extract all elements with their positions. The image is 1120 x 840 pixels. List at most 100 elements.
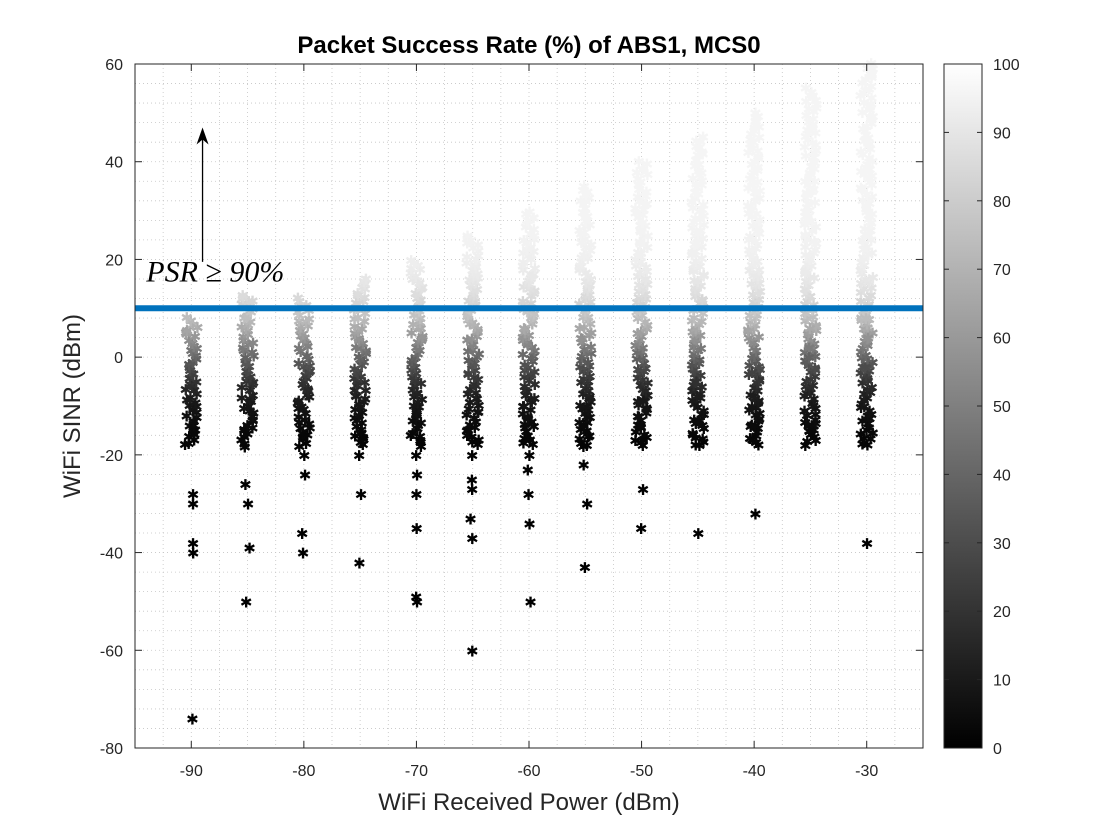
- data-point: ✱: [576, 334, 589, 352]
- data-point: ✱: [413, 319, 426, 337]
- data-point: ✱: [410, 520, 423, 538]
- data-point: ✱: [636, 344, 649, 362]
- data-point: ✱: [583, 190, 596, 208]
- data-point: ✱: [189, 347, 202, 365]
- data-point: ✱: [584, 216, 597, 234]
- data-point: ✱: [632, 335, 645, 353]
- data-point: ✱: [184, 312, 197, 330]
- data-point: ✱: [301, 348, 314, 366]
- data-point: ✱: [414, 432, 427, 450]
- data-point: ✱: [523, 280, 536, 298]
- data-point: ✱: [411, 290, 424, 308]
- data-point: ✱: [462, 343, 475, 361]
- data-point: ✱: [348, 318, 361, 336]
- data-point: ✱: [355, 424, 368, 442]
- data-point: ✱: [518, 398, 531, 416]
- data-point: ✱: [577, 309, 590, 327]
- data-point: ✱: [582, 373, 595, 391]
- data-point: ✱: [292, 408, 305, 426]
- data-point: ✱: [468, 369, 481, 387]
- data-point: ✱: [408, 388, 421, 406]
- data-point: ✱: [470, 390, 483, 408]
- data-point: ✱: [298, 329, 311, 347]
- data-point: ✱: [583, 390, 596, 408]
- y-tick-label: -40: [100, 546, 123, 563]
- data-point: ✱: [693, 437, 706, 455]
- data-point: ✱: [629, 432, 642, 450]
- data-point: ✱: [634, 419, 647, 437]
- data-point: ✱: [580, 212, 593, 230]
- data-point: ✱: [581, 250, 594, 268]
- data-point: ✱: [520, 423, 533, 441]
- data-point: ✱: [355, 340, 368, 358]
- data-point: ✱: [633, 277, 646, 295]
- data-point: ✱: [461, 332, 474, 350]
- data-point: ✱: [579, 231, 592, 249]
- data-point: ✱: [527, 209, 540, 227]
- data-point: ✱: [348, 310, 361, 328]
- data-point: ✱: [294, 420, 307, 438]
- data-point: ✱: [471, 321, 484, 339]
- data-point: ✱: [522, 275, 535, 293]
- data-point: ✱: [241, 417, 254, 435]
- data-point: ✱: [749, 104, 762, 122]
- data-point: ✱: [522, 428, 535, 446]
- data-point: ✱: [525, 366, 538, 384]
- data-point: ✱: [410, 405, 423, 423]
- data-point: ✱: [584, 271, 597, 289]
- data-point: ✱: [520, 234, 533, 252]
- data-point: ✱: [239, 476, 252, 494]
- data-point: ✱: [522, 486, 535, 504]
- data-point: ✱: [180, 324, 193, 342]
- colorbar-tick-label: 30: [993, 536, 1011, 553]
- data-point: ✱: [527, 209, 540, 227]
- data-point: ✱: [578, 341, 591, 359]
- data-point: ✱: [295, 327, 308, 345]
- data-point: ✱: [410, 403, 423, 421]
- data-point: ✱: [185, 342, 198, 360]
- data-point: ✱: [525, 287, 538, 305]
- data-point: ✱: [576, 401, 589, 419]
- data-point: ✱: [573, 414, 586, 432]
- data-point: ✱: [862, 330, 875, 348]
- data-point: ✱: [691, 388, 704, 406]
- data-point: ✱: [406, 368, 419, 386]
- data-point: ✱: [464, 417, 477, 435]
- data-point: ✱: [518, 324, 531, 342]
- data-point: ✱: [517, 406, 530, 424]
- data-point: ✱: [464, 510, 477, 528]
- data-point: ✱: [186, 378, 199, 396]
- data-point: ✱: [405, 252, 418, 270]
- data-point: ✱: [528, 390, 541, 408]
- data-point: ✱: [297, 430, 310, 448]
- data-point: ✱: [187, 402, 200, 420]
- data-point: ✱: [636, 432, 649, 450]
- data-point: ✱: [462, 365, 475, 383]
- data-point: ✱: [359, 382, 372, 400]
- data-point: ✱: [414, 314, 427, 332]
- data-point: ✱: [466, 330, 479, 348]
- data-point: ✱: [357, 436, 370, 454]
- data-point: ✱: [348, 361, 361, 379]
- data-point: ✱: [691, 413, 704, 431]
- data-point: ✱: [297, 332, 310, 350]
- data-point: ✱: [187, 366, 200, 384]
- data-point: ✱: [242, 336, 255, 354]
- data-point: ✱: [414, 291, 427, 309]
- data-point: ✱: [519, 420, 532, 438]
- data-point: ✱: [517, 254, 530, 272]
- data-point: ✱: [523, 204, 536, 222]
- data-point: ✱: [244, 313, 257, 331]
- data-point: ✱: [186, 335, 199, 353]
- data-point: ✱: [240, 309, 253, 327]
- colorbar-tick-label: 100: [993, 57, 1020, 74]
- data-point: ✱: [518, 356, 531, 374]
- data-point: ✱: [358, 289, 371, 307]
- data-point: ✱: [580, 437, 593, 455]
- data-point: ✱: [639, 360, 652, 378]
- data-point: ✱: [466, 358, 479, 376]
- data-point: ✱: [583, 388, 596, 406]
- data-point: ✱: [522, 360, 535, 378]
- colorbar-tick-label: 0: [993, 741, 1002, 758]
- data-point: ✱: [582, 280, 595, 298]
